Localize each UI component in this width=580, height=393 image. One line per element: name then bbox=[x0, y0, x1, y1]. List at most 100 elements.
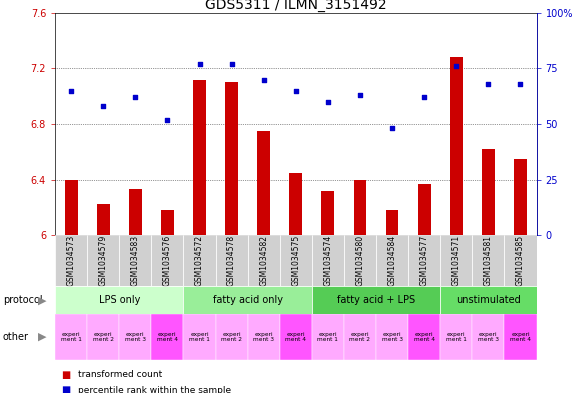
Text: GSM1034578: GSM1034578 bbox=[227, 235, 236, 286]
Point bbox=[259, 76, 269, 83]
Text: GSM1034581: GSM1034581 bbox=[484, 235, 493, 286]
Point bbox=[195, 61, 204, 67]
FancyBboxPatch shape bbox=[55, 286, 183, 314]
Text: GSM1034579: GSM1034579 bbox=[99, 235, 108, 286]
Point bbox=[484, 81, 493, 87]
Title: GDS5311 / ILMN_3151492: GDS5311 / ILMN_3151492 bbox=[205, 0, 387, 12]
Text: experi
ment 4: experi ment 4 bbox=[510, 332, 531, 342]
FancyBboxPatch shape bbox=[87, 235, 119, 286]
Bar bbox=[482, 149, 495, 235]
FancyBboxPatch shape bbox=[280, 314, 312, 360]
Text: ■: ■ bbox=[61, 370, 70, 380]
FancyBboxPatch shape bbox=[248, 235, 280, 286]
FancyBboxPatch shape bbox=[312, 235, 344, 286]
Text: other: other bbox=[3, 332, 29, 342]
Text: unstimulated: unstimulated bbox=[456, 295, 521, 305]
FancyBboxPatch shape bbox=[55, 235, 87, 286]
Text: ■: ■ bbox=[61, 386, 70, 393]
Text: protocol: protocol bbox=[3, 295, 42, 305]
Text: transformed count: transformed count bbox=[78, 370, 162, 379]
FancyBboxPatch shape bbox=[183, 235, 216, 286]
FancyBboxPatch shape bbox=[312, 286, 440, 314]
Text: fatty acid only: fatty acid only bbox=[213, 295, 282, 305]
Point bbox=[387, 125, 397, 132]
Point bbox=[452, 63, 461, 70]
Bar bbox=[258, 131, 270, 235]
Text: experi
ment 4: experi ment 4 bbox=[157, 332, 178, 342]
FancyBboxPatch shape bbox=[440, 314, 472, 360]
Point bbox=[419, 94, 429, 101]
FancyBboxPatch shape bbox=[119, 314, 151, 360]
FancyBboxPatch shape bbox=[216, 314, 248, 360]
Bar bbox=[225, 83, 238, 235]
Point bbox=[356, 92, 365, 98]
Text: experi
ment 2: experi ment 2 bbox=[93, 332, 114, 342]
Text: GSM1034576: GSM1034576 bbox=[163, 235, 172, 286]
Text: experi
ment 4: experi ment 4 bbox=[414, 332, 434, 342]
FancyBboxPatch shape bbox=[344, 314, 376, 360]
Bar bbox=[289, 173, 302, 235]
Point bbox=[323, 99, 332, 105]
FancyBboxPatch shape bbox=[344, 235, 376, 286]
FancyBboxPatch shape bbox=[376, 235, 408, 286]
FancyBboxPatch shape bbox=[376, 314, 408, 360]
Text: GSM1034572: GSM1034572 bbox=[195, 235, 204, 286]
Text: GSM1034582: GSM1034582 bbox=[259, 235, 268, 286]
Text: experi
ment 4: experi ment 4 bbox=[285, 332, 306, 342]
Bar bbox=[418, 184, 430, 235]
Point bbox=[227, 61, 236, 67]
FancyBboxPatch shape bbox=[408, 235, 440, 286]
FancyBboxPatch shape bbox=[151, 314, 183, 360]
Bar bbox=[386, 210, 398, 235]
Text: GSM1034575: GSM1034575 bbox=[291, 235, 300, 286]
FancyBboxPatch shape bbox=[472, 235, 505, 286]
Text: experi
ment 1: experi ment 1 bbox=[189, 332, 210, 342]
FancyBboxPatch shape bbox=[87, 314, 119, 360]
Point bbox=[516, 81, 525, 87]
Text: experi
ment 1: experi ment 1 bbox=[61, 332, 82, 342]
Bar bbox=[321, 191, 334, 235]
Text: GSM1034583: GSM1034583 bbox=[131, 235, 140, 286]
Text: experi
ment 2: experi ment 2 bbox=[350, 332, 371, 342]
FancyBboxPatch shape bbox=[216, 235, 248, 286]
FancyBboxPatch shape bbox=[280, 235, 312, 286]
Text: GSM1034585: GSM1034585 bbox=[516, 235, 525, 286]
Text: GSM1034573: GSM1034573 bbox=[67, 235, 75, 286]
Text: LPS only: LPS only bbox=[99, 295, 140, 305]
FancyBboxPatch shape bbox=[440, 235, 472, 286]
Point bbox=[99, 103, 108, 109]
FancyBboxPatch shape bbox=[183, 286, 312, 314]
FancyBboxPatch shape bbox=[505, 314, 536, 360]
Text: ▶: ▶ bbox=[38, 295, 46, 305]
FancyBboxPatch shape bbox=[55, 314, 87, 360]
Text: GSM1034584: GSM1034584 bbox=[387, 235, 397, 286]
Bar bbox=[514, 159, 527, 235]
FancyBboxPatch shape bbox=[183, 314, 216, 360]
Point bbox=[130, 94, 140, 101]
Bar bbox=[450, 57, 463, 235]
Text: GSM1034574: GSM1034574 bbox=[324, 235, 332, 286]
Bar bbox=[97, 204, 110, 235]
Bar bbox=[354, 180, 367, 235]
Point bbox=[291, 88, 300, 94]
FancyBboxPatch shape bbox=[119, 235, 151, 286]
Text: GSM1034577: GSM1034577 bbox=[420, 235, 429, 286]
Text: fatty acid + LPS: fatty acid + LPS bbox=[337, 295, 415, 305]
Bar bbox=[161, 210, 174, 235]
Text: experi
ment 3: experi ment 3 bbox=[125, 332, 146, 342]
FancyBboxPatch shape bbox=[408, 314, 440, 360]
FancyBboxPatch shape bbox=[505, 235, 536, 286]
Text: GSM1034571: GSM1034571 bbox=[452, 235, 461, 286]
FancyBboxPatch shape bbox=[472, 314, 505, 360]
Text: experi
ment 2: experi ment 2 bbox=[221, 332, 242, 342]
FancyBboxPatch shape bbox=[151, 235, 183, 286]
Bar bbox=[129, 189, 142, 235]
FancyBboxPatch shape bbox=[312, 314, 344, 360]
Text: experi
ment 3: experi ment 3 bbox=[478, 332, 499, 342]
Text: experi
ment 3: experi ment 3 bbox=[382, 332, 403, 342]
Bar bbox=[65, 180, 78, 235]
FancyBboxPatch shape bbox=[248, 314, 280, 360]
Text: experi
ment 1: experi ment 1 bbox=[317, 332, 338, 342]
Point bbox=[67, 88, 76, 94]
Text: experi
ment 3: experi ment 3 bbox=[253, 332, 274, 342]
